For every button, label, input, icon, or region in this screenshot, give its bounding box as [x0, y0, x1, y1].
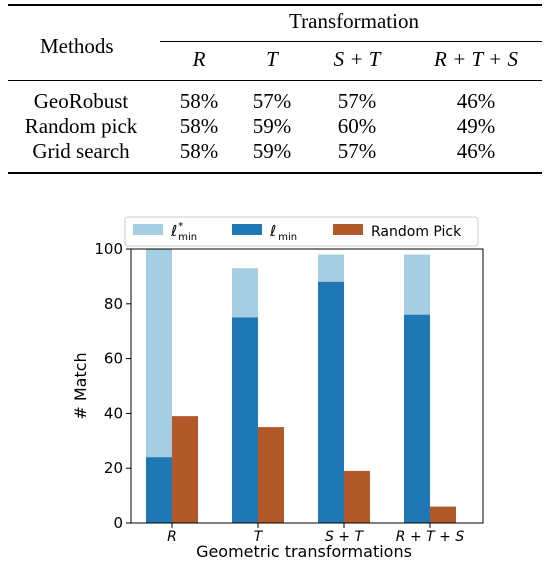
legend-label: ℓ* min: [170, 221, 197, 243]
table-cell: 58%: [179, 114, 219, 138]
y-tick-label: 100: [94, 240, 123, 258]
legend-swatch: [333, 224, 363, 235]
table-cell: 57%: [337, 89, 377, 113]
methods-header: Methods: [40, 34, 114, 58]
legend-box: [124, 216, 479, 247]
y-tick-label: 0: [113, 514, 123, 532]
table-cell: 58%: [179, 139, 219, 163]
table-header-rule: [8, 80, 542, 81]
bar-random-pick: [344, 470, 370, 523]
bar-lmin: [404, 314, 430, 523]
table-cell: 59%: [252, 139, 292, 163]
column-header-rts: R + T + S: [434, 47, 518, 71]
table-cell: 46%: [456, 139, 496, 163]
bar-lmin: [318, 281, 344, 523]
table-cell: 57%: [252, 89, 292, 113]
x-tick-label: S + T: [325, 529, 365, 545]
column-header-r: R: [192, 47, 206, 71]
x-tick-label: R + T + S: [396, 529, 465, 545]
legend-label: Random Pick: [371, 224, 462, 240]
bar-random-pick: [430, 506, 456, 523]
legend-swatch: [133, 224, 163, 235]
y-tick-label: 20: [104, 459, 123, 477]
table-cell: 60%: [337, 114, 377, 138]
transformation-subrule: [160, 41, 542, 42]
table-bottom-rule: [8, 172, 542, 174]
transformation-header: Transformation: [289, 9, 419, 33]
bar-random-pick: [258, 427, 284, 523]
match-bar-chart: 0 20 40 60 80 100 R T S + T R + T + S Geometric tr…: [0, 210, 550, 562]
results-table: Methods Transformation R T S + T R + T +…: [0, 0, 550, 180]
table-cell: 57%: [337, 139, 377, 163]
column-header-st: S + T: [333, 47, 381, 71]
table-cell: 58%: [179, 89, 219, 113]
y-tick-label: 60: [104, 350, 123, 368]
table-row-method: Grid search: [32, 139, 130, 163]
table-row-method: GeoRobust: [33, 89, 129, 113]
table-top-rule: [8, 4, 542, 6]
table-cell: 46%: [456, 89, 496, 113]
bar-lmin: [146, 457, 172, 523]
table-row-method: Random pick: [24, 114, 138, 138]
bar-random-pick: [172, 416, 198, 523]
x-tick-label: R: [167, 529, 177, 545]
table-cell: 49%: [456, 114, 496, 138]
legend-swatch: [232, 224, 262, 235]
bar-lmin: [232, 317, 258, 523]
x-axis-label: Geometric transformations: [196, 542, 412, 561]
plot-frame: [130, 248, 484, 524]
y-tick-label: 80: [104, 295, 123, 313]
table-cell: 59%: [252, 114, 292, 138]
x-tick-label: T: [254, 529, 264, 545]
column-header-t: T: [266, 47, 278, 71]
y-tick-label: 40: [104, 404, 123, 422]
legend-label: ℓ min: [269, 222, 297, 243]
y-axis-label: # Match: [71, 352, 90, 419]
